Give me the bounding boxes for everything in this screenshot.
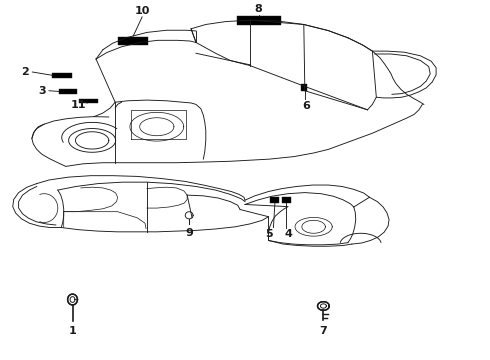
Text: 4: 4	[284, 229, 292, 239]
Text: 11: 11	[71, 100, 86, 110]
Bar	[52, 73, 72, 78]
Text: 7: 7	[319, 326, 327, 336]
Polygon shape	[318, 302, 329, 310]
Text: 2: 2	[21, 67, 28, 77]
Bar	[301, 84, 307, 91]
Bar	[79, 99, 98, 103]
Text: 6: 6	[302, 101, 310, 111]
Bar	[282, 197, 291, 203]
Polygon shape	[68, 294, 77, 305]
Bar	[237, 16, 281, 25]
Bar	[59, 89, 77, 94]
Text: 3: 3	[38, 86, 46, 96]
Text: 9: 9	[185, 228, 193, 238]
Text: 1: 1	[69, 326, 76, 336]
Text: 5: 5	[265, 229, 272, 239]
Text: 10: 10	[134, 6, 150, 16]
Bar	[118, 37, 148, 45]
Bar	[270, 197, 279, 203]
Text: 8: 8	[255, 4, 263, 14]
